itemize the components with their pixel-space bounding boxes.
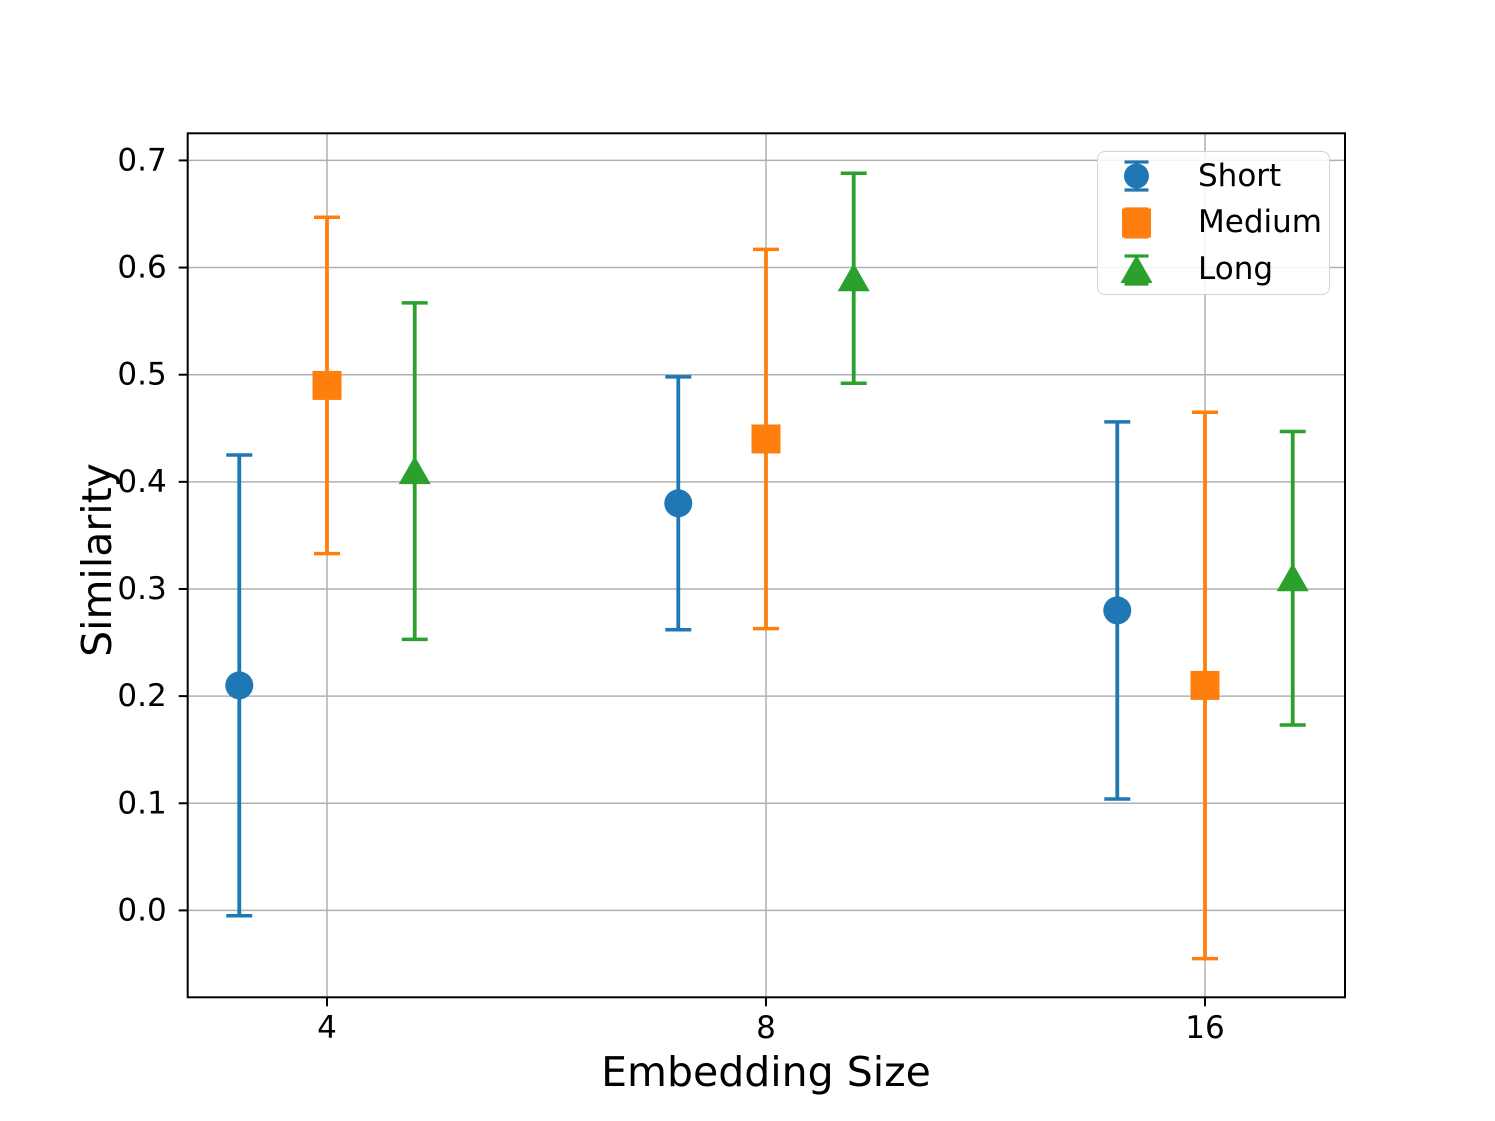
y-tick-label: 0.3 xyxy=(117,571,166,607)
series-short xyxy=(225,375,1132,918)
legend-marker-long-icon xyxy=(1120,254,1153,286)
x-axis-label: Embedding Size xyxy=(601,1048,931,1096)
legend-label-medium: Medium xyxy=(1198,204,1322,241)
marker-triangle xyxy=(837,263,870,292)
legend-marker-short-icon xyxy=(1124,160,1149,192)
series-medium xyxy=(312,215,1220,961)
y-tick-label: 0.4 xyxy=(117,464,166,500)
marker-circle xyxy=(1103,596,1132,625)
marker-triangle xyxy=(398,456,431,485)
marker-square xyxy=(1190,670,1220,700)
legend-label-long: Long xyxy=(1198,251,1274,288)
x-tick-label: 8 xyxy=(756,1010,776,1046)
y-tick-label: 0.5 xyxy=(117,357,166,393)
legend-row-long: Long xyxy=(1098,247,1329,293)
legend-label-short: Short xyxy=(1198,157,1282,194)
legend-row-medium: Medium xyxy=(1098,200,1329,246)
legend-marker-square xyxy=(1122,208,1151,238)
legend-marker-triangle xyxy=(1120,254,1153,283)
y-axis-label: Similarity xyxy=(73,463,121,657)
x-tick-label: 4 xyxy=(317,1010,337,1046)
marker-circle xyxy=(225,671,254,700)
series-long xyxy=(398,171,1309,727)
marker-square xyxy=(312,370,342,400)
y-tick-label: 0.7 xyxy=(117,142,166,178)
legend: Short Medium Long xyxy=(1097,151,1330,295)
y-tick-label: 0.1 xyxy=(117,785,166,821)
y-tick-label: 0.0 xyxy=(117,892,166,928)
marker-circle xyxy=(664,489,693,518)
x-tick-label: 16 xyxy=(1185,1010,1224,1046)
legend-row-short: Short xyxy=(1098,153,1329,199)
legend-marker-circle xyxy=(1124,163,1149,189)
legend-marker-medium-icon xyxy=(1122,207,1151,239)
marker-triangle xyxy=(1276,563,1309,592)
y-tick-label: 0.6 xyxy=(117,250,166,286)
y-tick-label: 0.2 xyxy=(117,678,166,714)
marker-square xyxy=(751,424,781,454)
